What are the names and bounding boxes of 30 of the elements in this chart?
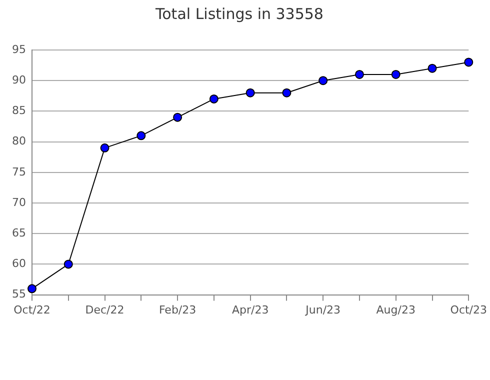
y-tick-label: 95	[12, 42, 26, 56]
chart-title: Total Listings in 33558	[154, 4, 324, 23]
y-tick-label: 55	[12, 288, 26, 301]
x-tick-label: Oct/22	[14, 303, 50, 316]
point	[428, 64, 437, 73]
y-tick-label: 65	[12, 226, 26, 240]
point	[209, 94, 218, 104]
x-tick-label: Oct/23	[450, 303, 488, 316]
point	[246, 88, 255, 98]
point	[354, 70, 364, 79]
point	[391, 70, 400, 79]
point	[282, 88, 292, 98]
point	[64, 260, 73, 269]
y-tick-label: 90	[12, 73, 26, 86]
x-tick-label: Apr/23	[232, 303, 269, 316]
point	[27, 284, 36, 294]
x-tick-label: Dec/22	[85, 303, 124, 316]
y-tick-label: 85	[12, 104, 26, 118]
point	[464, 58, 474, 67]
point	[136, 131, 146, 140]
y-tick-label: 75	[12, 165, 26, 178]
point	[173, 112, 182, 122]
y-tick-label: 70	[12, 196, 26, 209]
y-tick-label: 60	[12, 257, 26, 270]
x-tick-label: Feb/23	[158, 303, 196, 316]
x-tick-label: Aug/23	[376, 303, 416, 316]
point	[100, 143, 110, 152]
y-tick-label: 80	[12, 134, 26, 148]
x-tick-label: Jun/23	[304, 303, 341, 316]
point	[318, 76, 328, 86]
